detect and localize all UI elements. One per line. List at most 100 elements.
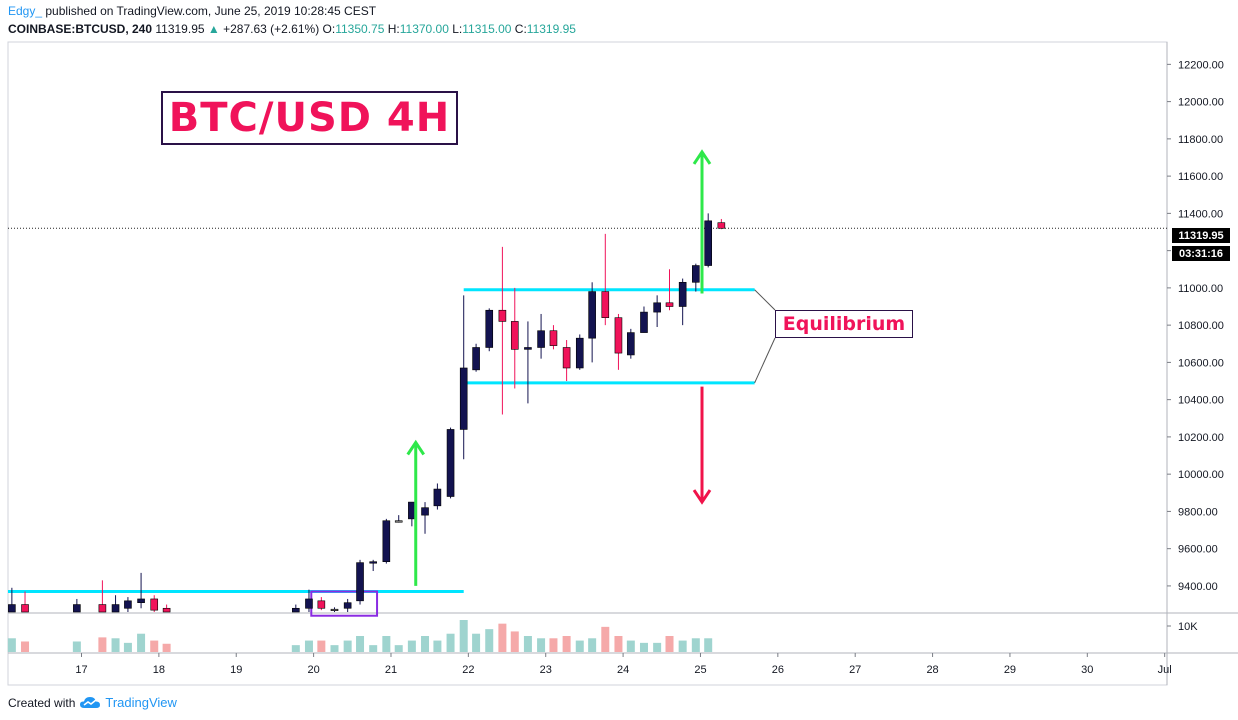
volume-bar [665, 636, 674, 652]
time-tick-label: Jul [1158, 664, 1172, 676]
candle-body [330, 608, 339, 612]
candle-body [653, 302, 661, 313]
publish-info: Edgy_ published on TradingView.com, June… [8, 4, 376, 18]
volume-bar [433, 640, 442, 652]
footer: Created with TradingView [8, 695, 177, 710]
volume-bar [704, 638, 713, 652]
low-value: 11315.00 [462, 22, 512, 36]
price-tick-label: 10800.00 [1178, 320, 1224, 332]
volume-bar [7, 638, 16, 652]
equilibrium-pointer-top [754, 289, 776, 311]
candle-body [292, 607, 300, 613]
candle-body [162, 607, 171, 613]
price-chart[interactable]: 12200.00 12000.00 11800.00 11600.00 11400.00… [0, 0, 1238, 690]
candle-body [485, 309, 494, 348]
price-tick-label: 10200.00 [1178, 432, 1224, 444]
high-value: 11370.00 [399, 22, 449, 36]
time-tick-label: 17 [75, 664, 87, 676]
candle-body [137, 598, 145, 603]
price-tick-label: 9400.00 [1178, 581, 1218, 593]
price-tick-label: 11400.00 [1178, 208, 1223, 220]
volume-bar [304, 640, 313, 652]
author-link[interactable]: Edgy_ [8, 4, 43, 18]
volume-bar [510, 631, 519, 652]
volume-bar [459, 620, 468, 652]
price-tick-label: 11600.00 [1178, 171, 1223, 183]
candle-body [692, 265, 700, 283]
candle-body [356, 562, 364, 602]
price-tick-label: 12000.00 [1178, 97, 1224, 109]
volume-bar [356, 636, 365, 652]
candle-body [678, 281, 687, 307]
candle-body [317, 600, 326, 609]
ohlc-legend: COINBASE:BTCUSD, 240 11319.95 ▲ +287.63 … [8, 22, 576, 36]
volume-bar [498, 623, 507, 652]
candle-body [111, 604, 120, 613]
candle-body [498, 309, 507, 322]
close-value: 11319.95 [526, 22, 576, 36]
volume-bar [485, 629, 494, 652]
time-tick-label: 25 [694, 664, 706, 676]
tradingview-cloud-icon [80, 696, 101, 708]
symbol-label: COINBASE:BTCUSD, 240 [8, 22, 153, 36]
change-value: +287.63 (+2.61%) [223, 22, 320, 36]
candle-body [549, 330, 558, 346]
open-value: 11350.75 [335, 22, 385, 36]
last-price-tag: 11319.95 [1172, 228, 1230, 243]
volume-bar [111, 638, 120, 652]
volume-bar [537, 638, 546, 652]
price-tick-label: 12200.00 [1178, 59, 1224, 71]
time-tick-label: 30 [1081, 664, 1093, 676]
equilibrium-label-box: Equilibrium [775, 310, 913, 338]
equilibrium-pointer-bottom [754, 337, 776, 384]
target-arrow-down-head [692, 489, 712, 505]
price-tick-label: 11000.00 [1178, 283, 1223, 295]
level-lines[interactable] [8, 227, 1167, 617]
last-price: 11319.95 [155, 22, 205, 36]
volume-bar [137, 633, 146, 652]
price-axis[interactable]: 12200.00 12000.00 11800.00 11600.00 11400.00… [1167, 59, 1224, 633]
candle-body [433, 488, 442, 507]
volume-bar [407, 640, 416, 652]
price-tick-label: 9800.00 [1178, 506, 1218, 518]
candles[interactable] [8, 213, 726, 613]
time-tick-label: 26 [772, 664, 784, 676]
candle-body [472, 347, 480, 371]
candle-body [537, 330, 545, 348]
countdown-tag: 03:31:16 [1172, 246, 1230, 261]
volume-bar [123, 642, 132, 652]
volume-bar [601, 626, 610, 652]
candle-body [627, 332, 635, 356]
price-tick-label: 9600.00 [1178, 544, 1218, 556]
chart-title-text: BTC/USD 4H [168, 95, 451, 141]
candle-body [446, 429, 455, 497]
volume-bar [549, 638, 558, 652]
up-triangle-icon: ▲ [207, 22, 220, 36]
price-tick-label: 10000.00 [1178, 469, 1224, 481]
time-tick-label: 19 [230, 664, 242, 676]
open-label: O: [322, 22, 336, 36]
candle-body [717, 222, 726, 229]
time-tick-label: 28 [926, 664, 938, 676]
candle-body [150, 598, 159, 611]
volume-bar [21, 641, 30, 652]
tradingview-brand[interactable]: TradingView [105, 695, 177, 710]
equilibrium-label-text: Equilibrium [782, 313, 906, 335]
candle-body [382, 520, 391, 563]
candle-body [8, 604, 16, 613]
volume-bar [382, 636, 391, 652]
time-tick-label: 21 [385, 664, 397, 676]
time-tick-label: 20 [307, 664, 319, 676]
candle-body [394, 520, 403, 523]
candle-body [421, 507, 429, 516]
candle-body [588, 291, 596, 339]
price-tick-label: 11800.00 [1178, 134, 1223, 146]
volume-bar [678, 640, 687, 652]
created-with-text: Created with [8, 695, 76, 710]
volume-bar [626, 640, 635, 652]
low-label: L: [452, 22, 463, 36]
time-axis[interactable]: 17 18 19 20 21 22 23 24 25 26 27 28 29 30 Jul [75, 653, 1172, 676]
volume-bar [162, 643, 171, 652]
volume-bar [653, 642, 662, 652]
time-tick-label: 18 [153, 664, 165, 676]
